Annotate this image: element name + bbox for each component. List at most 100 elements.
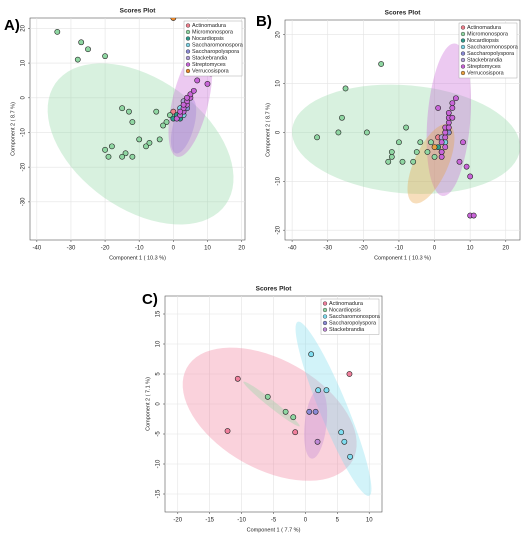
- legend-swatch: [322, 327, 328, 332]
- point: [335, 129, 342, 136]
- point: [314, 134, 320, 141]
- x-tick-label: 10: [204, 246, 211, 252]
- y-tick-label: 10: [156, 340, 162, 347]
- point: [338, 429, 345, 436]
- legend-swatch: [185, 36, 191, 41]
- x-tick-label: -30: [67, 246, 76, 252]
- point: [442, 129, 449, 136]
- point: [170, 108, 177, 115]
- x-tick-label: 10: [467, 246, 474, 252]
- x-axis-label: Component 1 ( 7.7 %): [247, 527, 301, 533]
- point: [399, 158, 406, 165]
- x-tick-label: -10: [395, 246, 404, 252]
- x-tick-label: -10: [135, 246, 144, 252]
- legend-label: Saccharomonospora: [467, 44, 519, 50]
- legend-swatch: [322, 307, 328, 313]
- point: [467, 173, 474, 180]
- point: [194, 77, 201, 84]
- y-axis-label: Component 2 ( 7.1 %): [145, 377, 151, 431]
- point: [341, 438, 348, 445]
- y-tick-label: -10: [276, 176, 282, 185]
- x-tick-label: 5: [336, 518, 340, 524]
- legend-swatch: [322, 314, 328, 319]
- point: [122, 150, 129, 157]
- y-tick-label: 5: [156, 372, 162, 376]
- legend-label: Verrucosispora: [192, 68, 230, 74]
- point: [129, 153, 136, 160]
- y-axis-label: Component 2 ( 8.7 %): [10, 102, 16, 156]
- point: [428, 139, 434, 146]
- point: [119, 105, 126, 112]
- confidence-ellipse: [243, 381, 300, 427]
- point: [160, 122, 166, 129]
- x-tick-label: -15: [205, 518, 214, 524]
- y-tick-label: -5: [156, 431, 162, 437]
- x-axis-label: Component 1 ( 10.3 %): [109, 255, 166, 261]
- point: [170, 18, 177, 21]
- point: [282, 408, 289, 415]
- legend-swatch: [185, 62, 191, 67]
- point: [173, 115, 180, 122]
- y-tick-label: 10: [21, 59, 27, 66]
- legend-label: Stackebrandia: [329, 327, 365, 333]
- confidence-ellipse: [292, 84, 520, 194]
- x-tick-label: 0: [172, 246, 176, 252]
- point: [163, 119, 170, 125]
- legend-swatch: [185, 55, 191, 61]
- y-tick-label: -30: [21, 197, 27, 206]
- x-tick-label: -20: [173, 518, 182, 524]
- point: [74, 56, 81, 63]
- legend-swatch: [185, 42, 191, 48]
- x-tick-label: 0: [304, 518, 308, 524]
- y-tick-label: -15: [156, 489, 162, 498]
- point: [424, 149, 431, 155]
- legend-swatch: [322, 301, 328, 306]
- point: [224, 428, 231, 434]
- x-tick-label: 20: [502, 246, 509, 252]
- point: [85, 46, 91, 53]
- y-tick-label: -10: [156, 459, 162, 468]
- point: [449, 114, 456, 121]
- point: [445, 119, 452, 126]
- legend-label: Actinomadura: [329, 301, 364, 307]
- plot-content: [292, 43, 520, 219]
- legend-label: Saccharomonospora: [329, 314, 381, 320]
- point: [449, 100, 456, 107]
- point: [105, 153, 112, 160]
- x-tick-label: -20: [101, 246, 110, 252]
- y-tick-label: 15: [156, 310, 162, 317]
- y-tick-label: 20: [21, 24, 27, 31]
- point: [312, 408, 319, 415]
- point: [153, 108, 160, 115]
- legend-label: Verrucosispora: [467, 70, 505, 76]
- point: [78, 39, 85, 46]
- legend-swatch: [460, 31, 466, 37]
- legend-label: Saccharopolyspora: [192, 49, 240, 55]
- point: [435, 105, 442, 111]
- legend-label: Micromonospora: [467, 31, 509, 37]
- point: [460, 139, 466, 146]
- point: [442, 134, 449, 141]
- legend-label: Saccharomonospora: [192, 42, 244, 48]
- legend-label: Saccharopolyspora: [467, 51, 515, 57]
- chart-title: Scores Plot: [256, 286, 293, 293]
- legend-swatch: [460, 57, 466, 63]
- legend-label: Actinomadura: [192, 23, 227, 29]
- point: [438, 153, 445, 160]
- legend-swatch: [185, 23, 191, 28]
- point: [184, 94, 190, 101]
- point: [136, 136, 143, 143]
- x-tick-label: -20: [359, 246, 368, 252]
- point: [190, 87, 197, 94]
- confidence-ellipse: [182, 347, 357, 481]
- legend-label: Nocardiopsis: [192, 36, 224, 42]
- y-tick-label: 20: [276, 31, 282, 38]
- confidence-ellipse: [304, 389, 328, 459]
- legend-swatch: [460, 44, 466, 50]
- y-tick-label: 0: [276, 130, 282, 134]
- point: [323, 387, 330, 394]
- point: [187, 91, 194, 98]
- point: [143, 143, 149, 150]
- legend-swatch: [185, 68, 191, 74]
- point: [378, 61, 385, 67]
